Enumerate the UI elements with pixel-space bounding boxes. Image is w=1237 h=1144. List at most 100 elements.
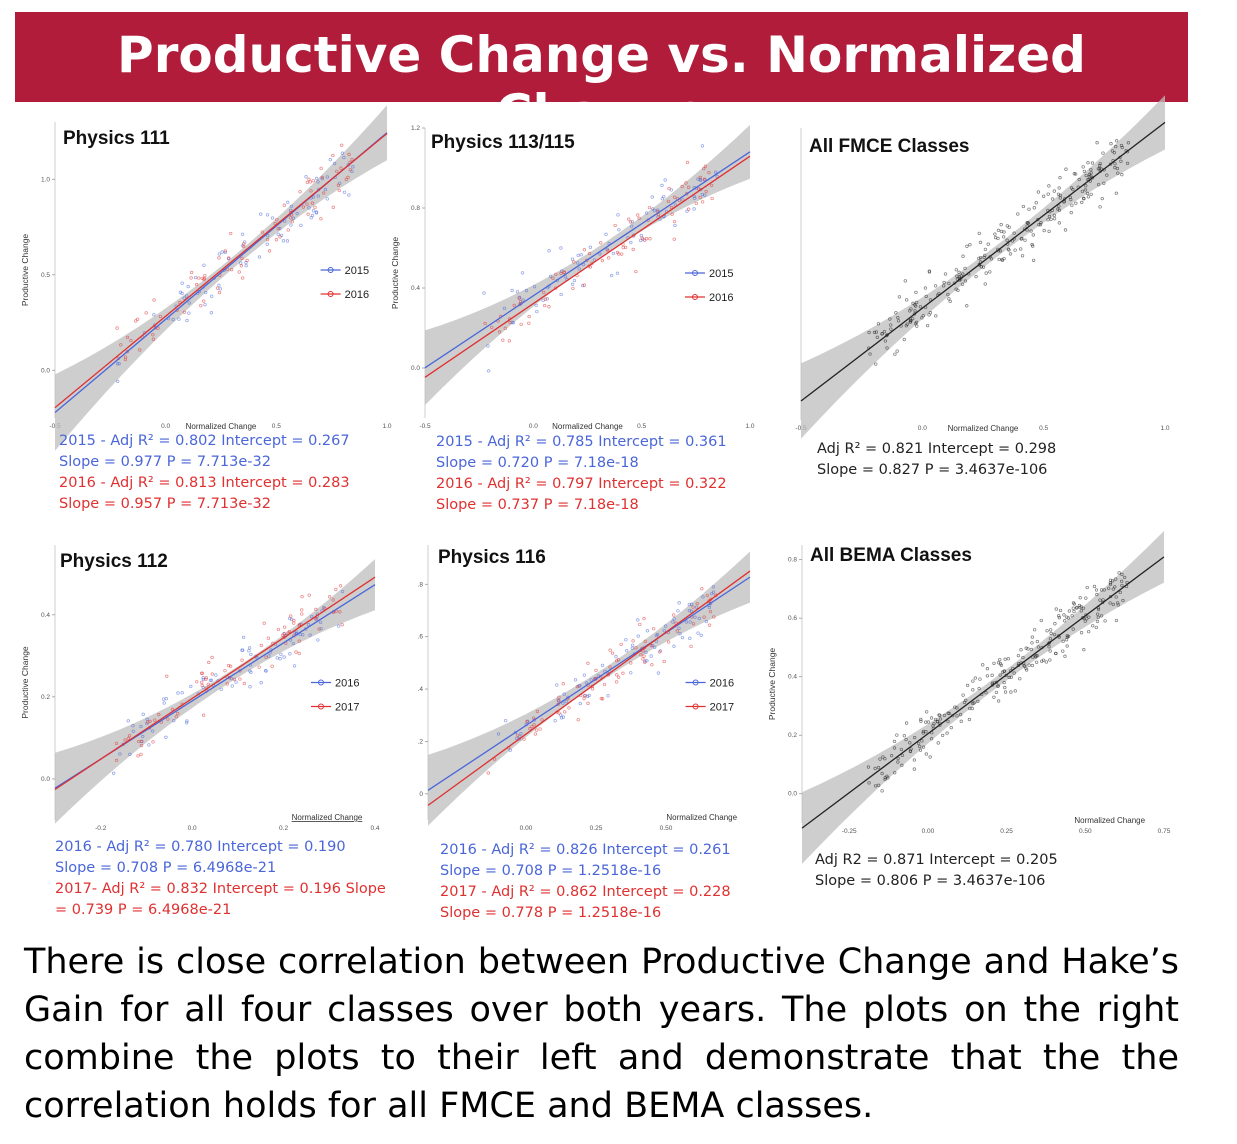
- data-point: [1009, 690, 1013, 694]
- data-point: [1057, 614, 1061, 618]
- data-point: [1084, 596, 1088, 600]
- data-point: [911, 317, 915, 321]
- data-point: [174, 715, 178, 719]
- data-point: [1114, 145, 1118, 149]
- data-point: [1003, 685, 1007, 690]
- data-point: [656, 213, 661, 217]
- data-point: [1002, 680, 1006, 685]
- data-point: [1063, 228, 1068, 232]
- data-point: [304, 175, 308, 179]
- data-point: [316, 638, 320, 642]
- data-point: [893, 771, 897, 775]
- data-point: [974, 274, 978, 279]
- data-point: [319, 217, 323, 221]
- stats-line: = 0.739 P = 6.4968e-21: [55, 902, 232, 918]
- data-point: [874, 362, 878, 366]
- data-point: [340, 143, 344, 147]
- data-point: [698, 177, 702, 182]
- data-point: [234, 680, 238, 684]
- data-point: [1034, 201, 1038, 205]
- data-point: [289, 223, 293, 227]
- data-point: [642, 654, 646, 658]
- data-point: [347, 193, 351, 197]
- data-point: [904, 298, 909, 302]
- data-point: [559, 246, 563, 250]
- data-point: [1089, 167, 1093, 172]
- y-tick-label: 0.8: [788, 557, 797, 564]
- data-point: [672, 613, 676, 617]
- data-point: [707, 171, 711, 175]
- data-point: [189, 684, 193, 689]
- data-point: [620, 252, 624, 256]
- data-point: [1052, 213, 1057, 218]
- x-tick-label: 0.25: [1000, 828, 1013, 835]
- stats-line: 2017- Adj R² = 0.832 Intercept = 0.196 S…: [55, 881, 386, 897]
- chart-panel: -0.5 0.0 0.5 1.0 0.0 0.4 0.8 1.2 Normalized Chan…: [390, 124, 755, 431]
- data-point: [497, 330, 502, 334]
- stats-line: Slope = 0.708 P = 1.2518e-16: [440, 863, 662, 879]
- data-point: [1096, 182, 1101, 187]
- data-point: [1007, 675, 1011, 680]
- data-point: [1087, 172, 1092, 176]
- data-point: [294, 650, 298, 654]
- data-point: [1089, 192, 1093, 197]
- data-point: [1119, 159, 1123, 163]
- data-point: [702, 166, 706, 171]
- data-point: [1082, 169, 1087, 174]
- y-tick-label: .6: [418, 634, 424, 641]
- data-point: [895, 349, 899, 353]
- data-point: [545, 297, 549, 301]
- data-point: [949, 726, 953, 730]
- data-point: [162, 697, 166, 701]
- data-point: [707, 605, 711, 610]
- data-point: [291, 641, 295, 646]
- data-point: [342, 190, 347, 194]
- data-point: [1063, 654, 1067, 658]
- data-point: [938, 717, 943, 721]
- data-point: [317, 627, 321, 631]
- data-point: [1083, 188, 1088, 192]
- data-point: [693, 196, 697, 200]
- data-point: [1111, 587, 1115, 591]
- data-point: [189, 270, 194, 275]
- data-point: [542, 290, 546, 295]
- data-point: [630, 220, 635, 224]
- data-point: [959, 274, 963, 278]
- data-point: [1108, 582, 1113, 587]
- data-point: [141, 712, 145, 716]
- data-point: [153, 718, 157, 722]
- data-point: [958, 712, 963, 717]
- data-point: [551, 276, 555, 280]
- chart-title: Physics 116: [438, 547, 546, 568]
- data-point: [217, 283, 221, 287]
- data-point: [996, 661, 1001, 665]
- data-point: [614, 680, 619, 684]
- legend-label: 2017: [335, 702, 359, 714]
- data-point: [144, 311, 148, 315]
- data-point: [184, 294, 189, 298]
- data-point: [996, 699, 1001, 703]
- data-point: [924, 752, 928, 756]
- data-point: [644, 650, 648, 654]
- data-point: [301, 633, 305, 637]
- data-point: [259, 643, 263, 648]
- data-point: [276, 232, 280, 236]
- data-point: [651, 643, 655, 648]
- data-point: [1036, 217, 1040, 222]
- data-point: [204, 291, 208, 295]
- data-point: [319, 620, 323, 624]
- y-tick-label: 0.4: [788, 674, 797, 681]
- data-point: [521, 298, 525, 302]
- data-point: [919, 717, 923, 722]
- data-point: [941, 733, 945, 738]
- x-tick-label: 0.50: [660, 825, 673, 832]
- data-point: [135, 317, 140, 321]
- data-point: [571, 286, 575, 290]
- data-point: [331, 598, 335, 602]
- data-point: [880, 332, 884, 336]
- data-point: [965, 304, 969, 308]
- data-point: [116, 379, 120, 384]
- data-point: [1053, 622, 1057, 626]
- data-point: [334, 587, 338, 592]
- data-point: [265, 242, 269, 246]
